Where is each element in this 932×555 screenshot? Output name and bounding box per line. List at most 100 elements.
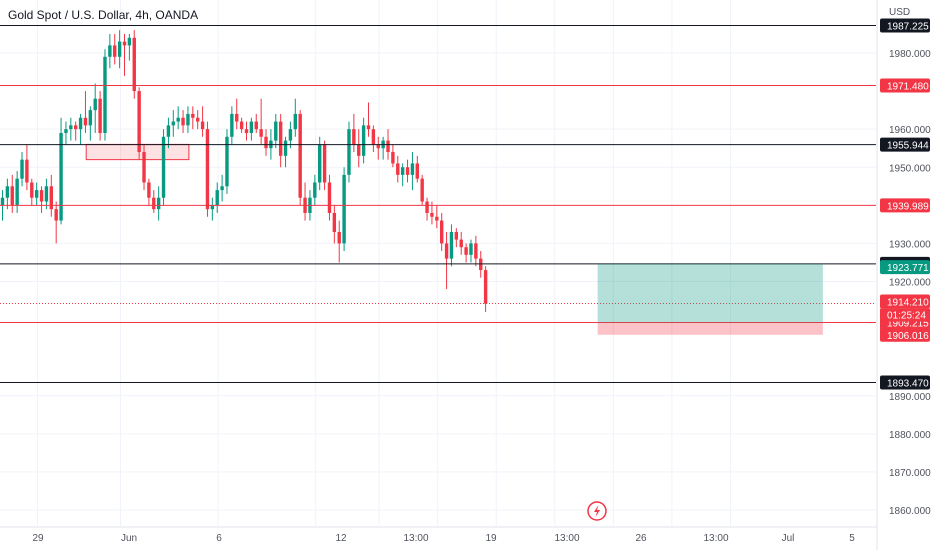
candle (474, 235, 478, 267)
candle (156, 186, 161, 221)
x-axis[interactable]: 29 Jun 6 12 13:00 19 13:00 26 13:00 Jul 5 (32, 533, 855, 544)
candle (230, 106, 234, 145)
candle-body (210, 205, 215, 210)
candle (425, 197, 429, 221)
candle (235, 98, 239, 130)
candle (186, 106, 190, 133)
position-tool[interactable] (597, 263, 823, 335)
candle (122, 33, 127, 76)
price-tag-bg (880, 327, 930, 342)
x-tick-label: 13:00 (554, 533, 579, 544)
candle (5, 178, 10, 210)
y-tick-label: 1980.000 (889, 49, 931, 60)
candle (464, 243, 468, 263)
candle (220, 174, 224, 202)
candle-body (274, 121, 278, 141)
candle-body (74, 125, 78, 130)
candle-body (88, 110, 93, 126)
candle (288, 121, 293, 149)
countdown-tag: 01:25:24 (880, 308, 930, 322)
candle-body (103, 56, 107, 133)
candle-body (313, 182, 317, 198)
candle (469, 239, 473, 263)
candle (88, 106, 93, 141)
countdown-text: 01:25:24 (887, 311, 926, 322)
candle (405, 159, 410, 183)
candle (137, 87, 141, 160)
candle-body (147, 182, 151, 198)
x-tick-label: Jul (782, 533, 795, 544)
price-tag-text: 1914.210 (887, 298, 929, 309)
candle-body (220, 186, 224, 191)
flash-icon[interactable] (587, 501, 607, 521)
candle (64, 121, 68, 145)
candle (196, 110, 200, 130)
candle-body (371, 129, 376, 145)
candle-body (449, 231, 454, 259)
candle-body (49, 186, 53, 210)
candle (444, 231, 449, 290)
position-stop-zone[interactable] (597, 322, 823, 335)
candle (10, 174, 14, 213)
y-tick-label: 1960.000 (889, 125, 931, 136)
candle-body (293, 113, 297, 130)
candle (147, 178, 151, 206)
candle (420, 174, 424, 206)
candle-body (93, 98, 97, 111)
candle-body (113, 45, 117, 57)
y-tick-label: 1890.000 (889, 392, 931, 403)
candle (396, 155, 400, 183)
level-price-tag-text: 1987.225 (887, 21, 929, 32)
candle (20, 152, 24, 187)
candle (205, 121, 210, 217)
candle (113, 33, 117, 65)
level-price-tag: 1893.470 (880, 375, 930, 390)
y-tick-label: 1920.000 (889, 278, 931, 289)
candle (342, 167, 346, 252)
candle (381, 136, 385, 160)
x-tick-label: 26 (635, 533, 647, 544)
x-tick-label: 6 (216, 533, 222, 544)
candle-body (322, 144, 327, 183)
candle (347, 121, 351, 183)
level-price-tag-text: 1971.480 (887, 81, 929, 92)
candle-body (386, 140, 390, 153)
y-tick-label: 1950.000 (889, 163, 931, 174)
level-price-tag-bg (880, 78, 930, 93)
candle-body (127, 37, 132, 46)
y-axis[interactable]: 1980.000 1960.000 1950.000 1930.000 1920.000… (889, 49, 931, 517)
candle (171, 110, 175, 137)
price-tag: 1914.210 (880, 294, 930, 309)
x-tick-label: 12 (335, 533, 347, 544)
candle (39, 186, 44, 213)
candle-body (298, 113, 302, 198)
candle (69, 117, 73, 141)
candle (78, 113, 83, 145)
candle-body (454, 231, 459, 240)
candle (415, 155, 419, 183)
candle-body (244, 129, 249, 133)
candle (371, 125, 376, 153)
price-tag-text: 1906.016 (887, 331, 929, 342)
level-price-tag-text: 1955.944 (887, 141, 929, 152)
candle-body (318, 144, 322, 183)
y-tick-label: 1860.000 (889, 506, 931, 517)
candle-body (142, 152, 146, 183)
candle (313, 174, 317, 206)
y-tick-label: 1930.000 (889, 239, 931, 250)
candle-body (69, 125, 73, 130)
candle-body (205, 129, 210, 210)
candle-body (5, 186, 10, 198)
candle-body (239, 121, 244, 130)
candle-body (83, 117, 88, 126)
candle (244, 121, 249, 141)
candle-body (366, 125, 371, 130)
candle-body (152, 197, 156, 210)
position-target-zone[interactable] (597, 263, 823, 323)
candle-body (396, 163, 400, 175)
x-tick-label: 13:00 (403, 533, 428, 544)
candle (366, 102, 371, 137)
candle-body (464, 247, 468, 255)
